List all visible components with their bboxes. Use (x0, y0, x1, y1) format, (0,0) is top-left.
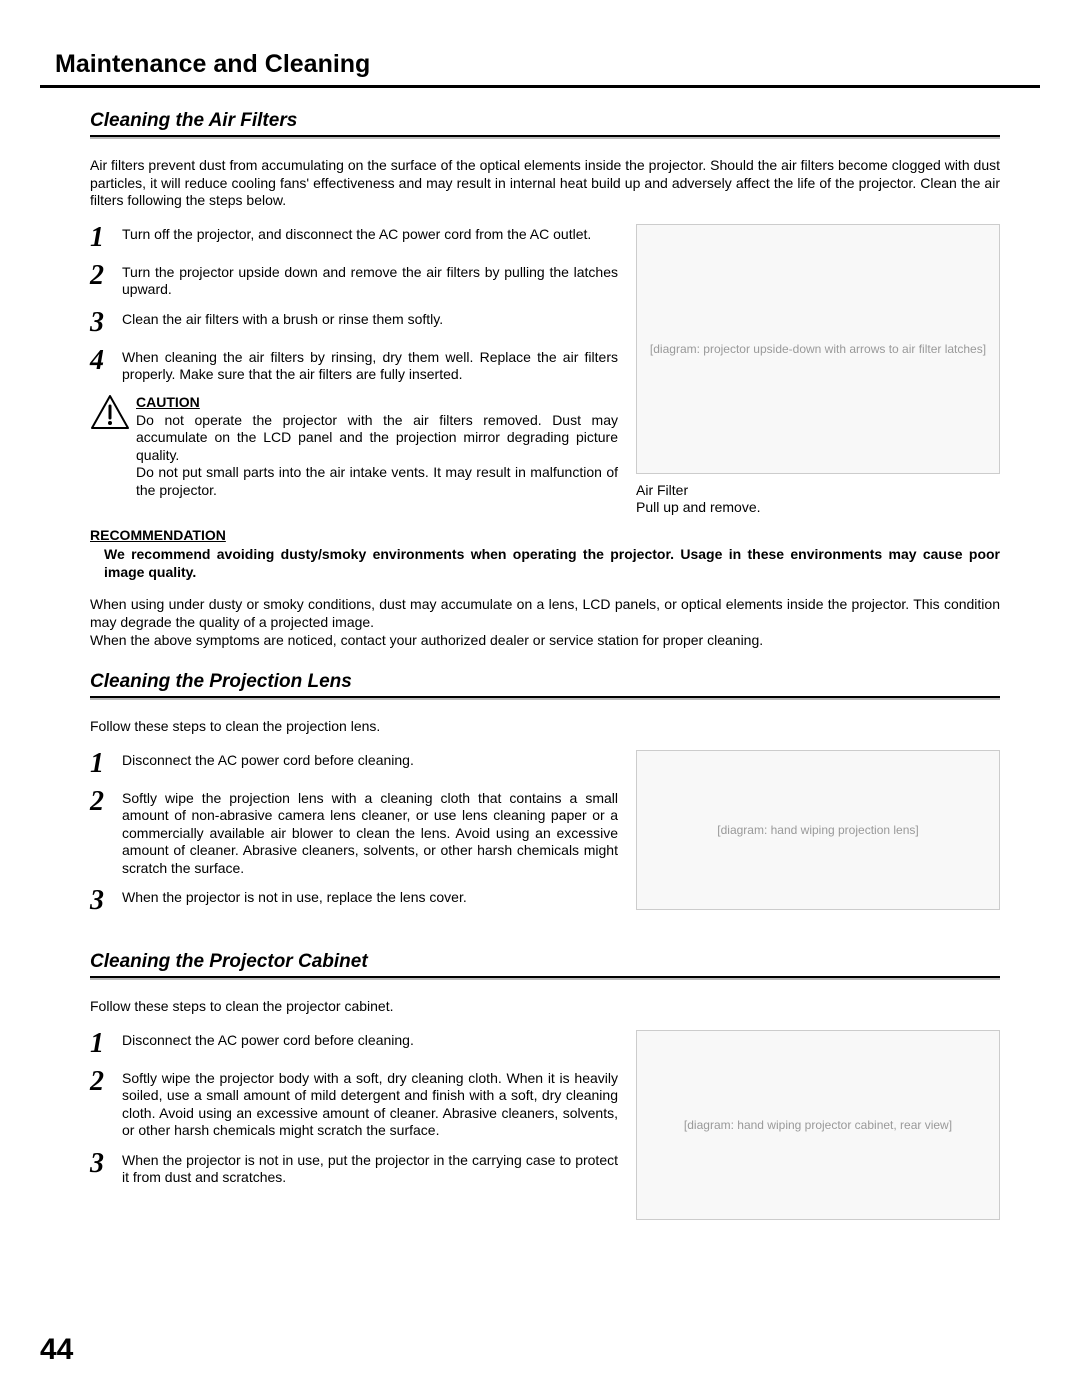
recommendation-block: RECOMMENDATION We recommend avoiding dus… (90, 527, 1000, 650)
step-text: Softly wipe the projector body with a so… (122, 1068, 618, 1140)
step-number: 1 (90, 224, 122, 252)
section2-step: 1 Disconnect the AC power cord before cl… (90, 750, 618, 778)
step-text: Disconnect the AC power cord before clea… (122, 750, 414, 770)
step-number: 2 (90, 788, 122, 816)
step-number: 2 (90, 1068, 122, 1096)
section3-steps-col: 1 Disconnect the AC power cord before cl… (90, 1030, 636, 1228)
section3-step: 1 Disconnect the AC power cord before cl… (90, 1030, 618, 1058)
section3-figure-col: [diagram: hand wiping projector cabinet,… (636, 1030, 1000, 1228)
section1-rule (90, 135, 1000, 139)
section3-heading: Cleaning the Projector Cabinet (90, 951, 1040, 973)
step-text: When the projector is not in use, put th… (122, 1150, 618, 1187)
step-number: 1 (90, 1030, 122, 1058)
section1-step: 3 Clean the air filters with a brush or … (90, 309, 618, 337)
section3-step: 2 Softly wipe the projector body with a … (90, 1068, 618, 1140)
step-number: 3 (90, 1150, 122, 1178)
title-rule (40, 85, 1040, 88)
recommendation-bold: We recommend avoiding dusty/smoky enviro… (104, 545, 1000, 581)
recommendation-title: RECOMMENDATION (90, 527, 1000, 543)
section3-step: 3 When the projector is not in use, put … (90, 1150, 618, 1187)
caution-text: Do not put small parts into the air inta… (136, 464, 618, 499)
step-number: 2 (90, 262, 122, 290)
step-number: 3 (90, 309, 122, 337)
figure-caption: Air Filter (636, 482, 1000, 500)
section2-figure: [diagram: hand wiping projection lens] (636, 750, 1000, 910)
section1-step: 2 Turn the projector upside down and rem… (90, 262, 618, 299)
step-number: 4 (90, 347, 122, 375)
section2-intro: Follow these steps to clean the projecti… (90, 718, 1000, 736)
section1-step: 1 Turn off the projector, and disconnect… (90, 224, 618, 252)
section2-step: 2 Softly wipe the projection lens with a… (90, 788, 618, 878)
figure-caption: Pull up and remove. (636, 499, 1000, 517)
section2-rule (90, 696, 1000, 700)
recommendation-line: When using under dusty or smoky conditio… (90, 596, 1000, 630)
section2-heading: Cleaning the Projection Lens (90, 671, 1040, 693)
section1-intro: Air filters prevent dust from accumulati… (90, 157, 1000, 210)
caution-title: CAUTION (136, 394, 618, 410)
step-number: 1 (90, 750, 122, 778)
step-text: When cleaning the air filters by rinsing… (122, 347, 618, 384)
step-number: 3 (90, 887, 122, 915)
page-title: Maintenance and Cleaning (55, 50, 1040, 79)
section2-step: 3 When the projector is not in use, repl… (90, 887, 618, 915)
page-number: 44 (40, 1333, 73, 1367)
section2-steps-col: 1 Disconnect the AC power cord before cl… (90, 750, 636, 926)
section1-steps-col: 1 Turn off the projector, and disconnect… (90, 224, 636, 517)
step-text: Softly wipe the projection lens with a c… (122, 788, 618, 878)
recommendation-text: When using under dusty or smoky conditio… (90, 595, 1000, 650)
warning-icon (90, 394, 136, 435)
section1-step: 4 When cleaning the air filters by rinsi… (90, 347, 618, 384)
section3-intro: Follow these steps to clean the projecto… (90, 998, 1000, 1016)
section2-figure-col: [diagram: hand wiping projection lens] (636, 750, 1000, 926)
section3-rule (90, 976, 1000, 980)
recommendation-line: When the above symptoms are noticed, con… (90, 632, 763, 648)
section1-figure: [diagram: projector upside-down with arr… (636, 224, 1000, 474)
caution-block: CAUTION Do not operate the projector wit… (90, 394, 618, 500)
section1-heading: Cleaning the Air Filters (90, 110, 1040, 132)
step-text: Turn the projector upside down and remov… (122, 262, 618, 299)
section3-figure: [diagram: hand wiping projector cabinet,… (636, 1030, 1000, 1220)
step-text: Turn off the projector, and disconnect t… (122, 224, 591, 244)
section1-figure-col: [diagram: projector upside-down with arr… (636, 224, 1000, 517)
step-text: Clean the air filters with a brush or ri… (122, 309, 443, 329)
step-text: When the projector is not in use, replac… (122, 887, 467, 907)
caution-text: Do not operate the projector with the ai… (136, 412, 618, 465)
step-text: Disconnect the AC power cord before clea… (122, 1030, 414, 1050)
